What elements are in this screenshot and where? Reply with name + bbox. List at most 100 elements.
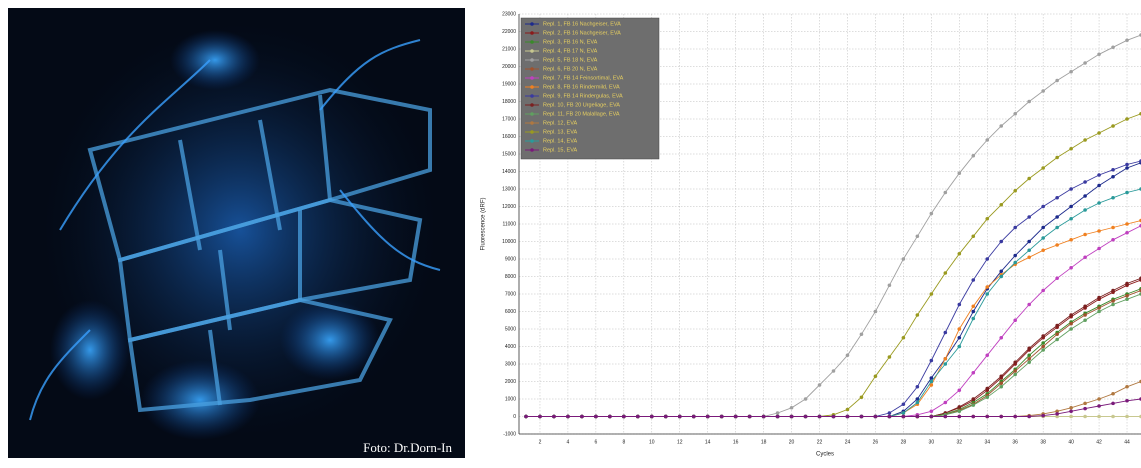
data-point [1069, 327, 1073, 331]
data-point [1111, 238, 1115, 242]
data-point [985, 138, 989, 142]
x-tick-label: 4 [567, 439, 570, 445]
data-point [985, 292, 989, 296]
y-tick-label: 1000 [505, 396, 516, 402]
data-point [1083, 415, 1087, 419]
data-point [971, 415, 975, 419]
data-point [930, 380, 934, 384]
data-point [957, 171, 961, 175]
data-point [1069, 238, 1073, 242]
data-point [1027, 360, 1031, 364]
x-tick-label: 22 [817, 439, 823, 445]
data-point [1097, 173, 1101, 177]
data-point [1097, 52, 1101, 56]
data-point [957, 388, 961, 392]
data-point [957, 303, 961, 307]
data-point [1069, 205, 1073, 209]
data-point [1055, 276, 1059, 280]
y-tick-label: -1000 [503, 431, 516, 437]
data-point [1097, 306, 1101, 310]
data-point [846, 408, 850, 412]
data-point [832, 415, 836, 419]
data-point [832, 369, 836, 373]
data-point [1083, 233, 1087, 237]
data-point [944, 401, 948, 405]
data-point [1041, 166, 1045, 170]
legend-marker [530, 76, 534, 80]
data-point [860, 415, 864, 419]
data-point [971, 304, 975, 308]
data-point [999, 275, 1003, 279]
data-point [999, 381, 1003, 385]
data-point [985, 387, 989, 391]
data-point [1097, 201, 1101, 205]
x-tick-label: 42 [1096, 439, 1102, 445]
data-point [902, 415, 906, 419]
data-point [1111, 196, 1115, 200]
data-point [1027, 303, 1031, 307]
y-tick-label: 16000 [502, 134, 516, 140]
data-point [1069, 266, 1073, 270]
data-point [1097, 310, 1101, 314]
data-point [999, 415, 1003, 419]
data-point [999, 240, 1003, 244]
y-tick-label: 18000 [502, 99, 516, 105]
data-point [1027, 215, 1031, 219]
x-tick-label: 26 [873, 439, 879, 445]
data-point [1069, 70, 1073, 74]
photo: Foto: Dr.Dorn-In [8, 8, 465, 458]
data-point [902, 336, 906, 340]
data-point [846, 353, 850, 357]
data-point [985, 395, 989, 399]
data-point [888, 415, 892, 419]
data-point [1083, 208, 1087, 212]
data-point [818, 415, 822, 419]
data-point [1125, 38, 1129, 42]
data-point [580, 415, 584, 419]
legend-label: Repl. 5, FB 18 N, EVA [543, 57, 598, 63]
y-tick-label: 8000 [505, 274, 516, 280]
data-point [985, 415, 989, 419]
data-point [1097, 131, 1101, 135]
data-point [1125, 294, 1129, 298]
y-tick-label: 20000 [502, 64, 516, 70]
legend-marker [530, 40, 534, 44]
y-tick-label: 2000 [505, 379, 516, 385]
data-point [1097, 404, 1101, 408]
legend-label: Repl. 8, FB 16 Rindermild, EVA [543, 84, 620, 90]
y-tick-label: 11000 [502, 221, 516, 227]
data-point [790, 406, 794, 410]
y-tick-label: 9000 [505, 256, 516, 262]
x-tick-label: 20 [789, 439, 795, 445]
data-point [1041, 89, 1045, 93]
data-point [1027, 255, 1031, 259]
photo-caption: Foto: Dr.Dorn-In [363, 440, 452, 455]
data-point [1069, 147, 1073, 151]
data-point [1027, 357, 1031, 361]
data-point [1069, 217, 1073, 221]
data-point [1041, 205, 1045, 209]
data-point [860, 395, 864, 399]
data-point [1013, 415, 1017, 419]
data-point [1055, 412, 1059, 416]
data-point [1083, 318, 1087, 322]
data-point [957, 327, 961, 331]
x-tick-label: 36 [1012, 439, 1018, 445]
data-point [1041, 414, 1045, 418]
data-point [1013, 254, 1017, 258]
data-point [1083, 407, 1087, 411]
data-point [1111, 289, 1115, 293]
legend-label: Repl. 7, FB 14 Feinsortimal, EVA [543, 75, 624, 81]
legend-marker [530, 31, 534, 35]
legend-marker [530, 130, 534, 134]
data-point [1083, 138, 1087, 142]
data-point [1111, 168, 1115, 172]
data-point [930, 212, 934, 216]
data-point [902, 402, 906, 406]
data-point [1083, 313, 1087, 317]
legend-marker [530, 58, 534, 62]
data-point [804, 397, 808, 401]
data-point [944, 331, 948, 335]
legend-marker [530, 112, 534, 116]
y-tick-label: 10000 [502, 239, 516, 245]
